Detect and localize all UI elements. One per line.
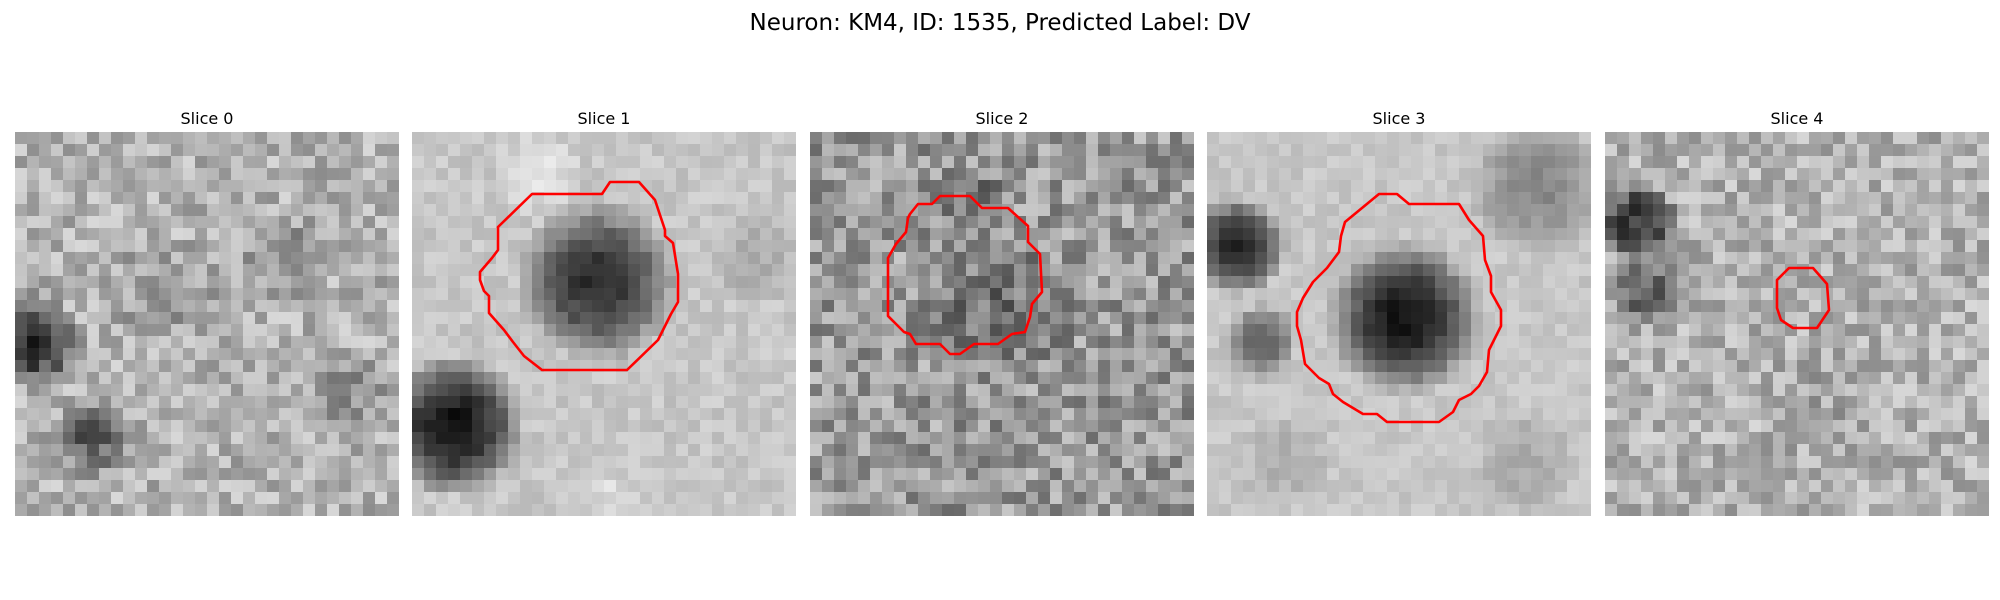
- slice-title: Slice 0: [180, 109, 234, 128]
- slice-panel-4: Slice 4: [1605, 108, 1989, 516]
- roi-contour: [1295, 192, 1503, 424]
- slice-title: Slice 4: [1770, 109, 1824, 128]
- microscopy-slice-image: [810, 132, 1194, 516]
- microscopy-slice-image: [1605, 132, 1989, 516]
- slice-title: Slice 3: [1372, 109, 1426, 128]
- slice-panel-1: Slice 1: [412, 108, 796, 516]
- roi-contour: [886, 194, 1044, 356]
- figure-title: Neuron: KM4, ID: 1535, Predicted Label: …: [749, 10, 1251, 36]
- pixel-grid: [810, 132, 1194, 516]
- roi-contour: [1775, 266, 1831, 330]
- microscopy-slice-image: [15, 132, 399, 516]
- slice-title: Slice 2: [975, 109, 1029, 128]
- slice-panel-3: Slice 3: [1207, 108, 1591, 516]
- pixel-grid: [1207, 132, 1591, 516]
- slice-panel-2: Slice 2: [810, 108, 1194, 516]
- pixel-grid: [15, 132, 399, 516]
- microscopy-slice-image: [412, 132, 796, 516]
- slice-title: Slice 1: [577, 109, 631, 128]
- slice-panel-0: Slice 0: [15, 108, 399, 516]
- roi-contour: [478, 180, 680, 372]
- pixel-grid: [412, 132, 796, 516]
- microscopy-slice-image: [1207, 132, 1591, 516]
- pixel-grid: [1605, 132, 1989, 516]
